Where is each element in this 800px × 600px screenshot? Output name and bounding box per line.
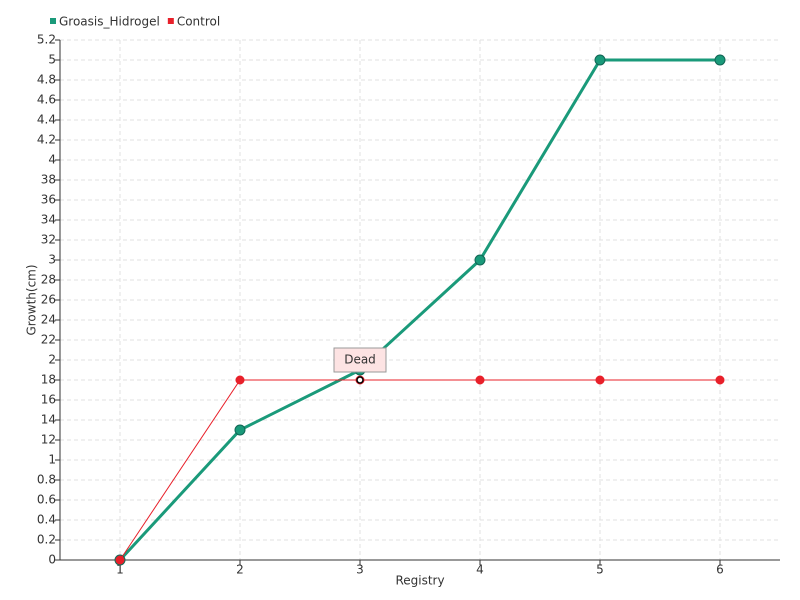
y-tick-label: 16	[41, 393, 56, 407]
y-tick-label: 0	[48, 553, 56, 567]
x-tick-label: 5	[596, 563, 604, 577]
y-tick-label: 4	[48, 153, 56, 167]
y-tick-label: 4.2	[37, 133, 56, 147]
data-point	[475, 375, 485, 385]
x-tick-label: 3	[356, 563, 364, 577]
x-tick-label: 4	[476, 563, 484, 577]
y-tick-label: 0.2	[37, 533, 56, 547]
y-tick-label: 26	[41, 293, 56, 307]
data-point	[235, 375, 245, 385]
legend-label: Control	[177, 15, 220, 29]
x-tick-label: 1	[116, 563, 124, 577]
y-tick-label: 24	[41, 313, 56, 327]
y-tick-label: 18	[41, 373, 56, 387]
y-tick-label: 4.8	[37, 73, 56, 87]
y-axis-title: Growth(cm)	[25, 264, 39, 335]
x-tick-label: 2	[236, 563, 244, 577]
data-point	[594, 54, 606, 66]
tooltip-box	[333, 347, 387, 373]
y-tick-label: 5.2	[37, 33, 56, 47]
x-tick-label: 6	[716, 563, 724, 577]
y-tick-label: 32	[41, 233, 56, 247]
y-tick-label: 4.4	[37, 113, 56, 127]
y-tick-label: 0.6	[37, 493, 56, 507]
y-tick-label: 36	[41, 193, 56, 207]
data-point	[474, 254, 486, 266]
annotated-point	[356, 376, 364, 384]
x-axis-title: Registry	[395, 574, 444, 588]
tooltip-text: Dead	[344, 353, 376, 367]
y-tick-label: 22	[41, 333, 56, 347]
series-line	[119, 379, 720, 561]
y-tick-label: 1	[48, 453, 56, 467]
data-point	[234, 424, 246, 436]
y-tick-label: 12	[41, 433, 56, 447]
y-tick-label: 3	[48, 253, 56, 267]
y-tick-label: 0.4	[37, 513, 56, 527]
data-point	[595, 375, 605, 385]
data-point	[714, 54, 726, 66]
y-tick-label: 34	[41, 213, 56, 227]
y-tick-label: 38	[41, 173, 56, 187]
y-tick-label: 4.6	[37, 93, 56, 107]
legend-label: Groasis_Hidrogel	[59, 15, 160, 29]
y-tick-label: 5	[48, 53, 56, 67]
data-point	[115, 555, 125, 565]
y-tick-label: 28	[41, 273, 56, 287]
y-tick-label: 14	[41, 413, 56, 427]
data-point	[715, 375, 725, 385]
legend-swatch	[50, 18, 56, 24]
y-tick-label: 0.8	[37, 473, 56, 487]
y-tick-label: 2	[48, 353, 56, 367]
series-line	[118, 58, 720, 562]
legend-swatch	[167, 18, 174, 24]
